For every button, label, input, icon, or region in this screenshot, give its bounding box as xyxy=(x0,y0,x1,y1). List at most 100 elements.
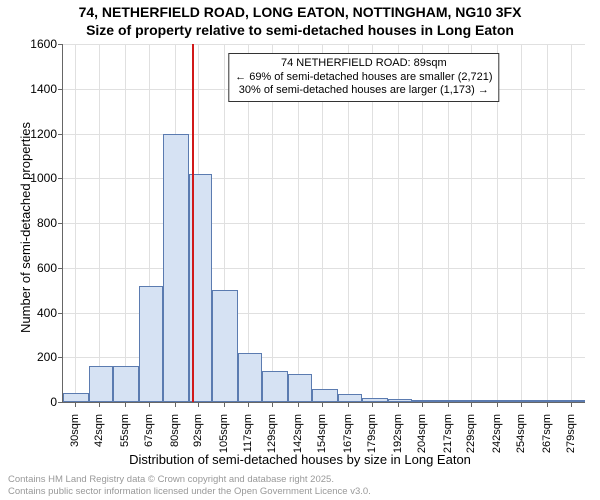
gridline-vertical xyxy=(99,44,100,402)
annotation-line: 30% of semi-detached houses are larger (… xyxy=(235,84,492,98)
xtick-mark xyxy=(372,402,373,407)
histogram-bar xyxy=(362,398,388,402)
xtick-mark xyxy=(448,402,449,407)
ytick-label: 1200 xyxy=(30,127,57,141)
xtick-mark xyxy=(198,402,199,407)
xtick-mark xyxy=(75,402,76,407)
xtick-label: 204sqm xyxy=(416,414,428,453)
xtick-mark xyxy=(149,402,150,407)
xtick-mark xyxy=(547,402,548,407)
xtick-mark xyxy=(322,402,323,407)
credits-line-2: Contains public sector information licen… xyxy=(8,486,371,497)
xtick-mark xyxy=(248,402,249,407)
ytick-mark xyxy=(58,134,63,135)
ytick-label: 1600 xyxy=(30,37,57,51)
xtick-mark xyxy=(99,402,100,407)
histogram-bar xyxy=(461,400,487,402)
reference-line xyxy=(192,44,194,402)
xtick-label: 179sqm xyxy=(366,414,378,453)
xtick-label: 30sqm xyxy=(69,414,81,447)
gridline-vertical xyxy=(547,44,548,402)
histogram-bar xyxy=(113,366,139,402)
xtick-mark xyxy=(422,402,423,407)
xtick-label: 105sqm xyxy=(218,414,230,453)
chart-plot-area: 0200400600800100012001400160030sqm42sqm5… xyxy=(62,44,585,403)
xtick-mark xyxy=(471,402,472,407)
gridline-horizontal xyxy=(63,223,585,224)
histogram-bar xyxy=(438,400,462,402)
ytick-label: 0 xyxy=(50,395,57,409)
title-line-1: 74, NETHERFIELD ROAD, LONG EATON, NOTTIN… xyxy=(0,4,600,20)
histogram-bar xyxy=(487,400,511,402)
xtick-label: 229sqm xyxy=(465,414,477,453)
histogram-bar xyxy=(139,286,163,402)
xtick-label: 279sqm xyxy=(565,414,577,453)
xtick-label: 67sqm xyxy=(143,414,155,447)
xtick-label: 55sqm xyxy=(119,414,131,447)
xtick-label: 142sqm xyxy=(292,414,304,453)
xtick-label: 267sqm xyxy=(541,414,553,453)
xtick-label: 217sqm xyxy=(442,414,454,453)
histogram-bar xyxy=(262,371,288,402)
xtick-label: 117sqm xyxy=(242,414,254,452)
xtick-label: 154sqm xyxy=(316,414,328,453)
ytick-mark xyxy=(58,268,63,269)
gridline-vertical xyxy=(521,44,522,402)
histogram-bar xyxy=(89,366,113,402)
ytick-label: 600 xyxy=(37,261,57,275)
xtick-mark xyxy=(398,402,399,407)
histogram-bar xyxy=(288,374,312,402)
xtick-label: 129sqm xyxy=(266,414,278,453)
xtick-label: 80sqm xyxy=(169,414,181,447)
gridline-horizontal xyxy=(63,268,585,269)
ytick-label: 1400 xyxy=(30,82,57,96)
ytick-mark xyxy=(58,313,63,314)
xtick-mark xyxy=(521,402,522,407)
title-line-2: Size of property relative to semi-detach… xyxy=(0,22,600,38)
gridline-horizontal xyxy=(63,134,585,135)
xtick-mark xyxy=(348,402,349,407)
xtick-label: 192sqm xyxy=(392,414,404,453)
histogram-bar xyxy=(412,400,438,402)
histogram-bar xyxy=(537,400,561,402)
histogram-bar xyxy=(238,353,262,402)
xtick-label: 254sqm xyxy=(515,414,527,453)
ytick-mark xyxy=(58,357,63,358)
xtick-label: 167sqm xyxy=(342,414,354,453)
gridline-vertical xyxy=(571,44,572,402)
histogram-bar xyxy=(212,290,238,402)
annotation-line: ← 69% of semi-detached houses are smalle… xyxy=(235,71,492,85)
ytick-mark xyxy=(58,402,63,403)
ytick-mark xyxy=(58,223,63,224)
xtick-mark xyxy=(272,402,273,407)
xtick-mark xyxy=(497,402,498,407)
ytick-label: 800 xyxy=(37,216,57,230)
histogram-bar xyxy=(338,394,362,402)
histogram-bar xyxy=(312,389,338,402)
ytick-label: 400 xyxy=(37,306,57,320)
histogram-bar xyxy=(388,399,412,402)
xtick-mark xyxy=(125,402,126,407)
histogram-bar xyxy=(63,393,89,402)
ytick-mark xyxy=(58,44,63,45)
ytick-label: 200 xyxy=(37,350,57,364)
credits-text: Contains HM Land Registry data © Crown c… xyxy=(8,474,371,497)
y-axis-label: Number of semi-detached properties xyxy=(18,122,33,333)
xtick-mark xyxy=(224,402,225,407)
credits-line-1: Contains HM Land Registry data © Crown c… xyxy=(8,474,371,485)
histogram-bar xyxy=(163,134,189,403)
xtick-mark xyxy=(571,402,572,407)
ytick-label: 1000 xyxy=(30,171,57,185)
xtick-mark xyxy=(175,402,176,407)
histogram-bar xyxy=(511,400,537,402)
gridline-vertical xyxy=(125,44,126,402)
ytick-mark xyxy=(58,89,63,90)
histogram-bar xyxy=(561,400,585,402)
annotation-line: 74 NETHERFIELD ROAD: 89sqm xyxy=(235,57,492,71)
gridline-horizontal xyxy=(63,44,585,45)
x-axis-label: Distribution of semi-detached houses by … xyxy=(0,452,600,467)
xtick-label: 42sqm xyxy=(93,414,105,447)
ytick-mark xyxy=(58,178,63,179)
gridline-horizontal xyxy=(63,178,585,179)
xtick-label: 242sqm xyxy=(491,414,503,453)
